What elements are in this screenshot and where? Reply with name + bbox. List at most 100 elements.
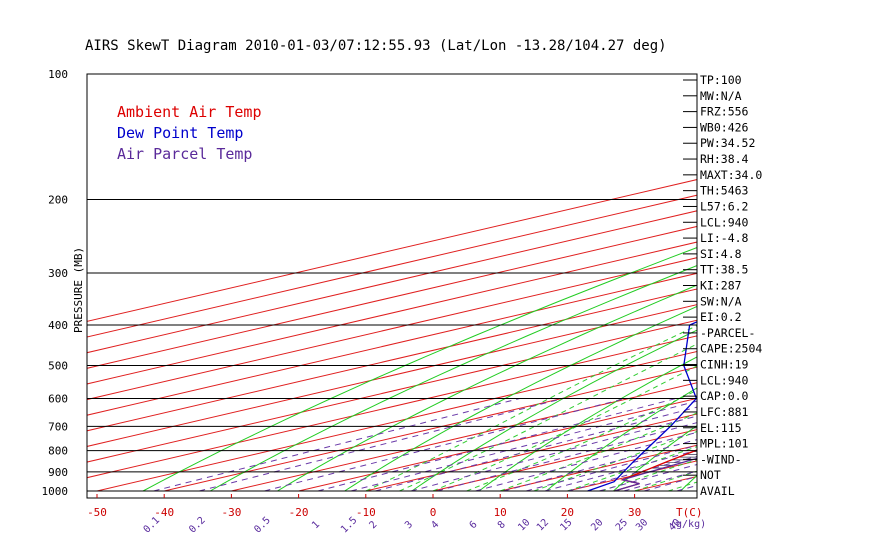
isotherm-line: [87, 194, 697, 338]
mixing-ratio-tick-label: 15: [558, 517, 574, 533]
mixing-ratio-tick-label: 8: [496, 519, 508, 531]
mixing-ratio-line: [475, 431, 697, 492]
mixing-ratio-line: [544, 449, 697, 492]
dry-adiabat-line: [545, 387, 697, 492]
parameter-label: WB0:426: [700, 120, 749, 134]
parameter-label: SW:N/A: [700, 294, 742, 308]
mixing-ratio-line: [410, 415, 697, 492]
pressure-tick-label: 1000: [42, 485, 69, 498]
isotherm-line: [87, 304, 697, 447]
dry-adiabat-line: [277, 284, 697, 492]
parameter-label: MAXT:34.0: [700, 168, 762, 182]
chart-title: AIRS SkewT Diagram 2010-01-03/07:12:55.9…: [85, 38, 667, 54]
cape-hatching: [651, 451, 697, 469]
parameter-label: L57:6.2: [700, 199, 748, 213]
dry-adiabat-line: [748, 74, 870, 491]
mixing-ratio-tick-label: 20: [589, 517, 605, 533]
mixing-ratio-line: [317, 398, 677, 492]
mixing-ratio-line: [199, 398, 564, 492]
bottom-tick-label: -30: [221, 506, 241, 519]
mixing-ratio-tick-label: 1: [310, 519, 322, 531]
dry-adiabat-line: [815, 74, 870, 491]
bottom-tick-label: -10: [356, 506, 376, 519]
pressure-tick-label: 800: [48, 445, 68, 458]
parameter-label: FRZ:556: [700, 105, 749, 119]
isotherm-line: [87, 288, 697, 432]
mixing-ratio-line: [525, 444, 697, 492]
bottom-tick-label: 10: [494, 506, 507, 519]
isotherm-line: [769, 74, 870, 491]
parameter-label: LFC:881: [700, 405, 749, 419]
parameter-label: CINH:19: [700, 358, 749, 372]
dry-adiabat-line: [344, 305, 697, 492]
isotherm-line: [87, 179, 697, 322]
legend-entry: Ambient Air Temp: [117, 103, 262, 121]
parameter-label: TH:5463: [700, 184, 749, 198]
mixing-ratio-tick-label: 12: [535, 517, 551, 533]
parameter-label: CAPE:2504: [700, 342, 762, 356]
mixing-ratio-tick-label: 2: [368, 519, 380, 531]
pressure-tick-label: 500: [48, 359, 68, 372]
mixing-ratio-tick-label: 25: [614, 517, 630, 533]
parameter-label: AVAIL: [700, 484, 735, 498]
mixing-ratio-tick-label: 4: [429, 519, 441, 531]
moist-adiabat-line: [432, 365, 697, 492]
isotherm-line: [231, 382, 697, 492]
dew-point-line: [587, 321, 697, 492]
bottom-tick-label: -50: [87, 506, 107, 519]
parameter-label: KI:287: [700, 279, 742, 293]
pressure-tick-label: 300: [48, 267, 68, 280]
mixing-ratio-tick-label: 6: [468, 519, 480, 531]
parameter-label: MW:N/A: [700, 89, 742, 103]
dry-adiabat-line: [478, 356, 697, 492]
parcel-temp-line: [614, 457, 697, 492]
pressure-tick-label: 400: [48, 319, 68, 332]
mixing-ratio-tick-label: 30: [634, 517, 650, 533]
parameter-label: MPL:101: [700, 437, 749, 451]
isotherm-line: [87, 210, 697, 354]
pressure-tick-label: 600: [48, 392, 68, 405]
mixing-ratio-tick-label: 3: [403, 519, 415, 531]
parameter-label: SI:4.8: [700, 247, 742, 261]
isotherm-line: [164, 366, 697, 492]
parameter-label: LCL:940: [700, 373, 749, 387]
isotherm-line: [96, 350, 697, 492]
moist-adiabat-line: [600, 459, 697, 492]
isotherm-line: [500, 444, 697, 492]
moist-adiabat-line: [399, 343, 697, 492]
isotherm-line: [365, 413, 697, 492]
dry-adiabat-line: [613, 425, 697, 492]
mixing-ratio-tick-label: 0.2: [187, 515, 208, 536]
dry-adiabat-line: [209, 265, 697, 492]
mixing-ratio-label: (g/kg): [670, 519, 706, 530]
isotherm-line: [87, 225, 697, 369]
x-axis-label: T(C): [676, 506, 703, 519]
isotherm-line: [87, 272, 697, 416]
parameter-label: PW:34.52: [700, 136, 755, 150]
profile-series: [587, 321, 697, 492]
dry-adiabat-line: [142, 247, 697, 492]
parameter-label: LCL:940: [700, 215, 749, 229]
pressure-tick-label: 200: [48, 194, 68, 207]
isotherm-line: [87, 241, 697, 385]
moist-adiabat-line: [500, 412, 697, 492]
mixing-ratio-line: [153, 398, 520, 492]
ambient-temp-line: [614, 449, 697, 492]
legend: Ambient Air Temp Dew Point Temp Air Parcel…: [117, 103, 262, 163]
pressure-tick-label: 100: [48, 68, 68, 81]
isotherm-line: [87, 257, 697, 401]
parameter-label: -PARCEL-: [700, 326, 755, 340]
mixing-ratio-line: [436, 422, 697, 492]
bottom-tick-label: 20: [561, 506, 574, 519]
isotherm-line: [298, 397, 697, 492]
legend-entry: Dew Point Temp: [117, 124, 243, 142]
mixing-ratio-line: [623, 470, 697, 492]
parameter-label: LI:-4.8: [700, 231, 749, 245]
isotherm-line: [87, 335, 697, 479]
bottom-tick-label: -40: [154, 506, 174, 519]
moist-adiabat-line: [668, 481, 697, 492]
dry-adiabat-line: [411, 329, 697, 492]
parameter-label: EI:0.2: [700, 310, 742, 324]
